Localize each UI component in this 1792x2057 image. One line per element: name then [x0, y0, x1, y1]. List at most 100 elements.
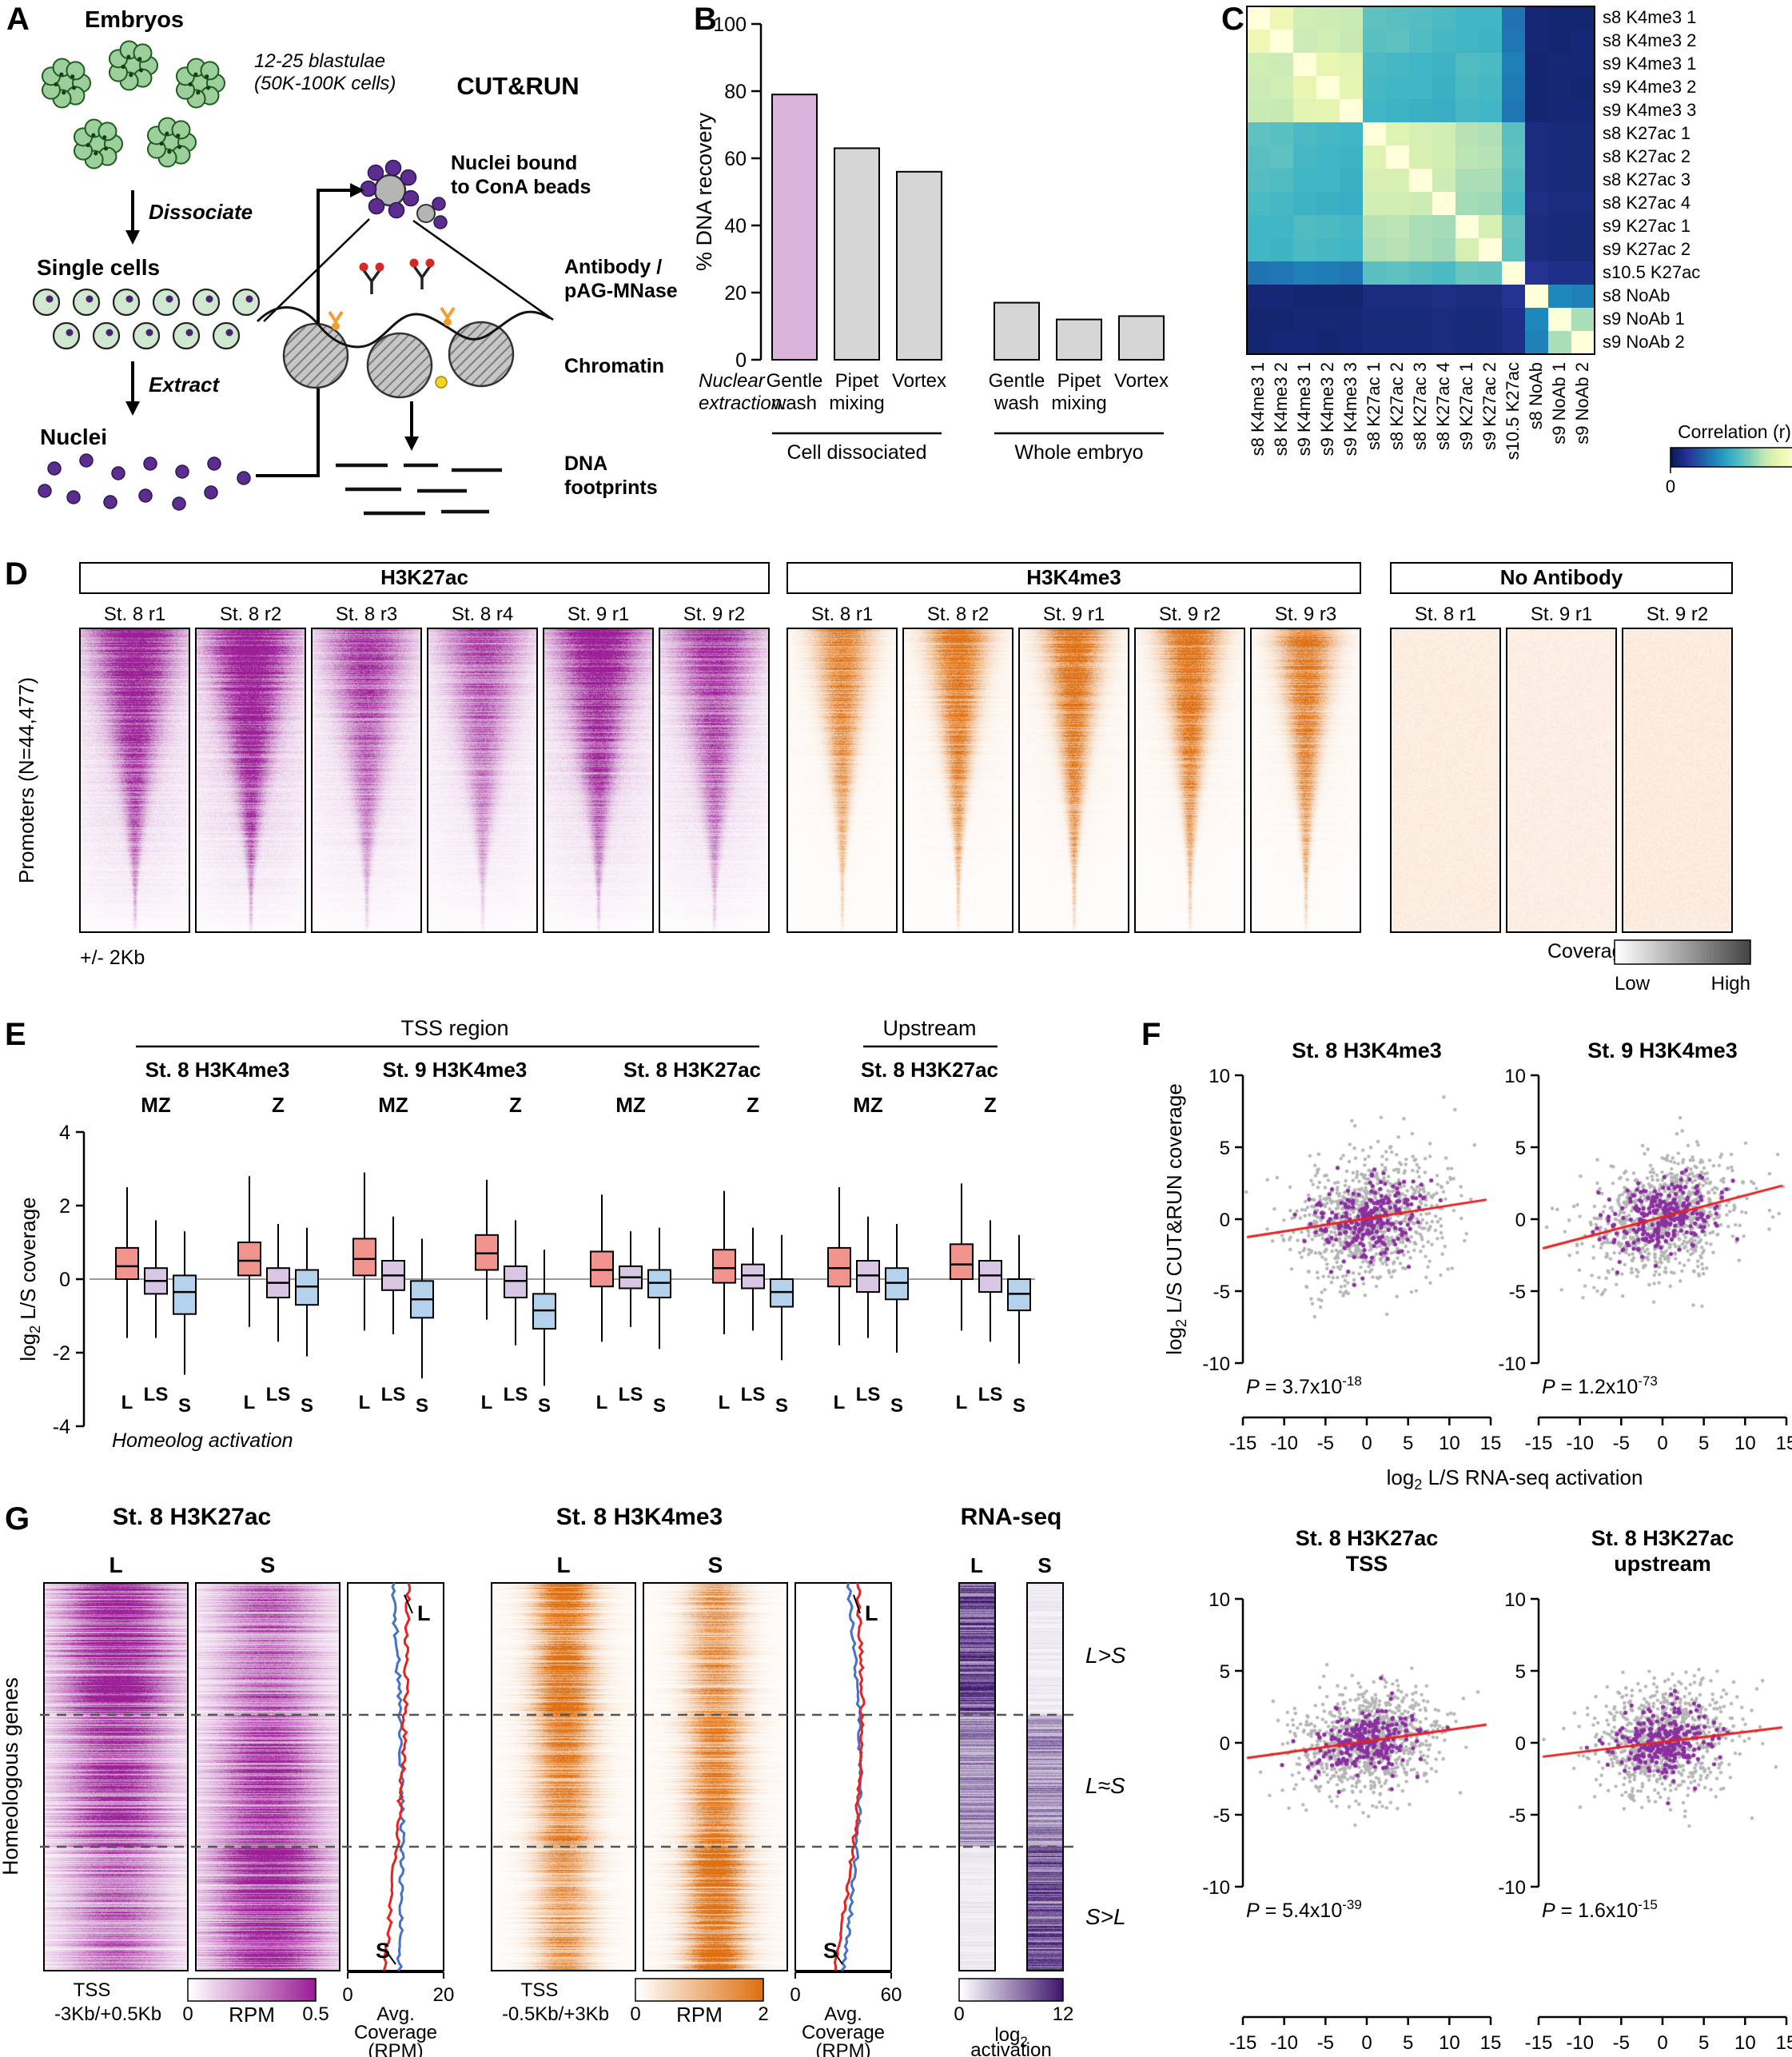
x-tick-label: 0: [1657, 2032, 1667, 2054]
box: [712, 1249, 736, 1284]
rpm-colorbar-2-seg: [709, 1979, 713, 2001]
rpm-colorbar-1-seg: [261, 1979, 265, 2001]
x-tick-label: -10: [1566, 2032, 1594, 2054]
rpm-colorbar-2-seg: [719, 1979, 723, 2001]
pag-mnase-icon: [328, 310, 344, 325]
row-label: s9 NoAb 1: [1603, 309, 1685, 329]
cell-nucleus-icon: [205, 295, 213, 303]
row-label: s8 K27ac 1: [1603, 123, 1690, 143]
rpm-colorbar-1-seg: [293, 1979, 297, 2001]
col-label: s8 K27ac 3: [1410, 362, 1430, 450]
avg-axis-label: Coverage: [802, 2022, 885, 2043]
colorbar-seg: [1671, 448, 1675, 467]
x-tick-label: 5: [1698, 2032, 1709, 2054]
rpm-colorbar-2-seg: [757, 1979, 761, 2001]
rpm-colorbar-2-seg: [635, 1979, 639, 2001]
bar-category-label: Gentle: [767, 370, 823, 392]
heatmap-cell: [1270, 331, 1293, 354]
x-tick-label: 15: [1776, 2032, 1792, 2054]
heatmap-cell: [1456, 76, 1479, 99]
box-label: L: [596, 1392, 608, 1413]
heatmap-cell: [1409, 285, 1432, 308]
heatmap-cell: [1502, 6, 1525, 30]
embryo-nucleus-icon: [59, 72, 64, 77]
heatmap-cell: [1363, 308, 1386, 331]
heatmap-cell: [1316, 99, 1340, 122]
cona-bead-icon: [416, 204, 436, 223]
bar: [771, 94, 818, 361]
box: [352, 1238, 376, 1277]
heatmap-cell: [1316, 76, 1340, 99]
avg-plot-box-1: [347, 1582, 444, 1971]
rpm-colorbar-1-seg: [220, 1979, 224, 2001]
embryo-cell-icon: [200, 61, 220, 81]
heatmap-cell: [1432, 169, 1456, 192]
cell-nucleus-icon: [165, 295, 173, 303]
embryo-nucleus-icon: [177, 145, 182, 149]
heatmap-cell: [1293, 192, 1316, 215]
heatmap-cell: [1502, 146, 1525, 169]
heatmap-cell: [1386, 169, 1409, 192]
heatmap-cell: [1386, 99, 1409, 122]
colorbar-seg: [1754, 448, 1758, 467]
rpm-colorbar-1-seg: [204, 1979, 208, 2001]
heatmap-cell: [1548, 76, 1571, 99]
colorbar-seg: [1750, 448, 1754, 467]
col-label-S: S: [708, 1553, 723, 1577]
heatmap-cell: [1432, 308, 1456, 331]
single-cell-icon: [52, 321, 81, 350]
promoter-heatmap-canvas: [544, 628, 653, 932]
coverage-grad-seg: [1713, 940, 1718, 964]
coverage-grad-seg: [1692, 940, 1697, 964]
nucleus-icon: [66, 490, 81, 504]
heatmap-cell: [1479, 99, 1502, 122]
colorbar-seg: [1728, 448, 1732, 467]
single-cell-icon: [172, 321, 201, 350]
activation-colorbar-seg: [1024, 1979, 1028, 2001]
heatmap-cell: [1293, 169, 1316, 192]
rpm-colorbar-2-seg: [677, 1979, 681, 2001]
heatmap-cell: [1316, 122, 1340, 146]
nuclei-bound-1: Nuclei bound: [451, 152, 577, 174]
scatter-title: St. 8 H3K4me3: [1292, 1038, 1442, 1062]
rpm-colorbar-1-seg: [297, 1979, 301, 2001]
heatmap-cell: [1525, 6, 1548, 30]
y-tick-label: 80: [724, 81, 747, 103]
track-border: [1622, 628, 1733, 933]
embryo-nucleus-icon: [102, 135, 107, 140]
coverage-grad-seg: [1655, 940, 1659, 964]
colorbar-seg: [1744, 448, 1748, 467]
p-value: P = 5.4x10-39: [1246, 1897, 1362, 1922]
antibody-label-2: pAG-MNase: [564, 280, 678, 302]
heatmap-cell: [1247, 285, 1270, 308]
promoter-heatmap-canvas: [312, 628, 421, 932]
box-label: L: [121, 1392, 133, 1413]
heatmap-cell: [1571, 285, 1595, 308]
y-tick-label: -2: [53, 1342, 70, 1365]
embryo-nucleus-icon: [129, 73, 133, 78]
pag-mnase-dot-icon: [332, 322, 340, 330]
rpm-colorbar-1-seg: [245, 1979, 249, 2001]
activation-colorbar-seg: [1049, 1979, 1053, 2001]
heatmap-cell: [1247, 53, 1270, 76]
coverage-frame: [1614, 939, 1751, 965]
x-axis-title: Homeolog activation: [112, 1429, 293, 1452]
heatmap-cell: [1571, 53, 1595, 76]
rpm-colorbar-2-seg: [744, 1979, 748, 2001]
y-tick-label: -10: [1202, 1353, 1230, 1375]
heatmap-cell: [1409, 261, 1432, 285]
heatmap-cell: [1316, 261, 1340, 285]
bound-nucleus-icon: [433, 215, 448, 229]
rpm-colorbar-1-seg: [233, 1979, 237, 2001]
x-tick-label: 15: [1480, 1433, 1502, 1454]
coverage-grad-seg: [1675, 940, 1680, 964]
rpm-colorbar-2-seg: [664, 1979, 668, 2001]
antibody-icon: [412, 265, 432, 289]
y-tick-label: 0: [1515, 1733, 1526, 1755]
avg-axis-label: Avg.: [376, 2003, 415, 2025]
heatmap-cell: [1571, 238, 1595, 261]
y-tick-label: 5: [1515, 1661, 1526, 1683]
heatmap-cell: [1456, 308, 1479, 331]
mz-z-label: MZ: [141, 1093, 171, 1117]
coverage-grad-seg: [1615, 940, 1619, 964]
